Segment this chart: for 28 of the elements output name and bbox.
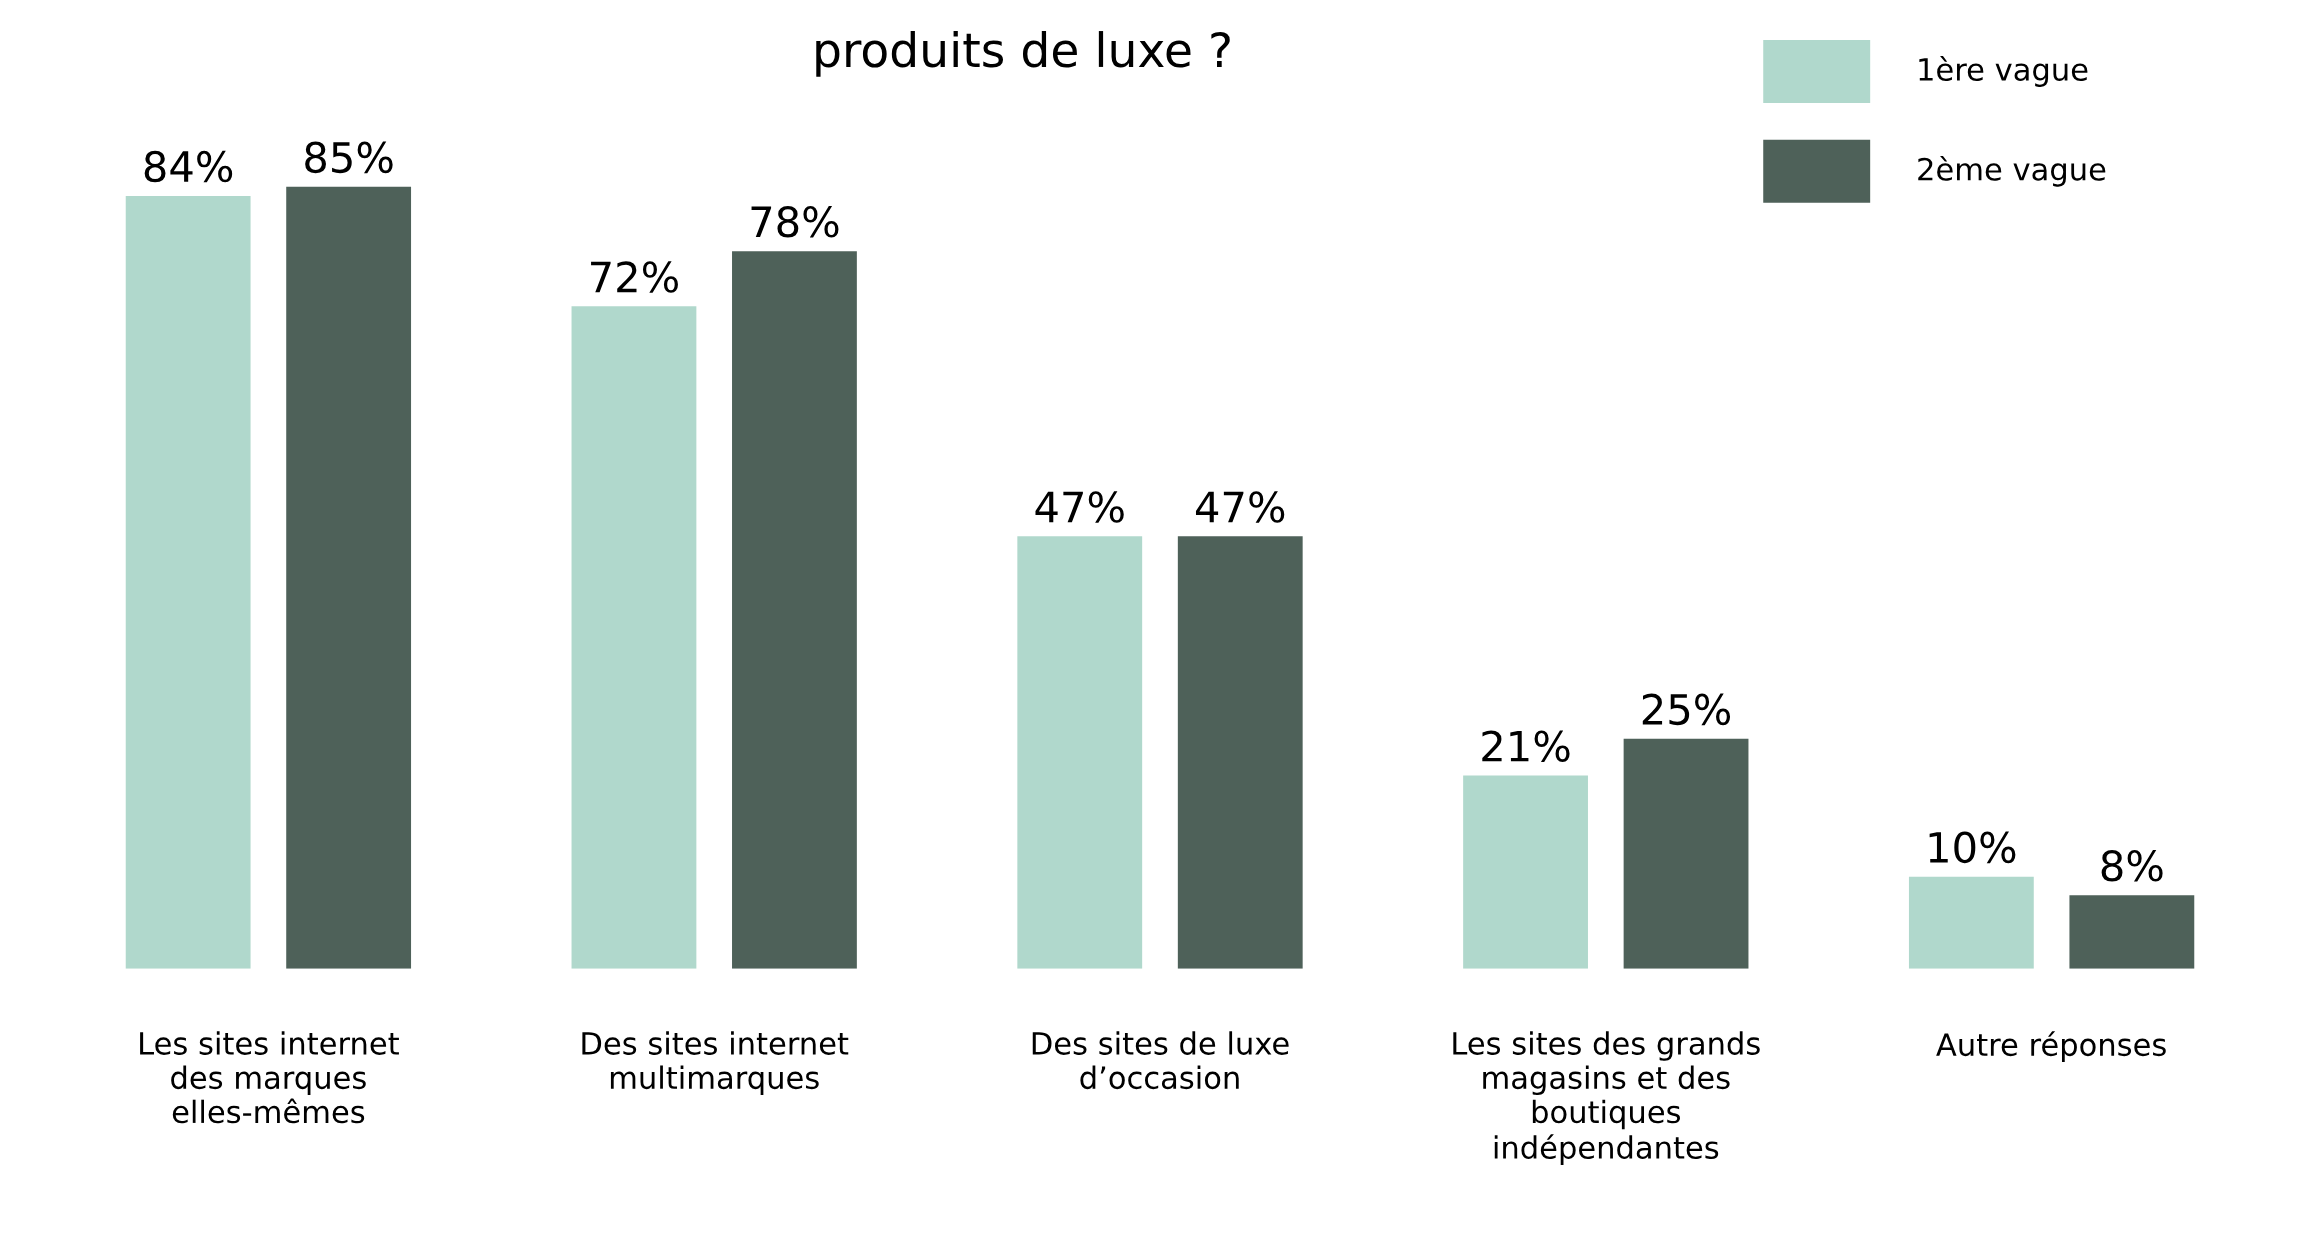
bar	[732, 251, 857, 969]
legend-label: 1ère vague	[1919, 56, 2088, 87]
bar	[1908, 876, 2034, 969]
data-label: 25%	[1642, 693, 1731, 726]
bar	[1623, 738, 1749, 969]
data-label: 47%	[1195, 491, 1285, 523]
x-tick-label: Autre réponses	[1936, 1031, 2166, 1063]
bar	[1463, 775, 1588, 969]
chart-title: produits de luxe ?	[816, 31, 1230, 77]
bar	[125, 195, 251, 969]
data-label: 72%	[591, 261, 678, 293]
data-label: 8%	[2101, 850, 2163, 882]
bar	[2069, 895, 2195, 969]
x-tick-label: Les sites internet des marques elles-mêmes	[140, 1031, 399, 1124]
bar	[286, 186, 412, 969]
data-label: 78%	[751, 206, 839, 238]
x-tick-label: Des sites de luxe d’occasion	[1032, 1031, 1289, 1090]
data-label: 10%	[1929, 831, 2016, 864]
data-label: 21%	[1482, 730, 1570, 762]
bar	[1177, 536, 1303, 969]
legend-label: 2ème vague	[1918, 155, 2106, 187]
data-label: 85%	[305, 141, 393, 174]
data-label: 47%	[1035, 491, 1124, 523]
data-label: 84%	[144, 150, 233, 183]
bar	[1017, 536, 1143, 969]
x-tick-label: Des sites internet multimarques	[582, 1031, 849, 1096]
bar	[571, 306, 697, 969]
x-tick-label: Les sites des grands magasins et des boutiques indépendantes	[1453, 1031, 1760, 1165]
